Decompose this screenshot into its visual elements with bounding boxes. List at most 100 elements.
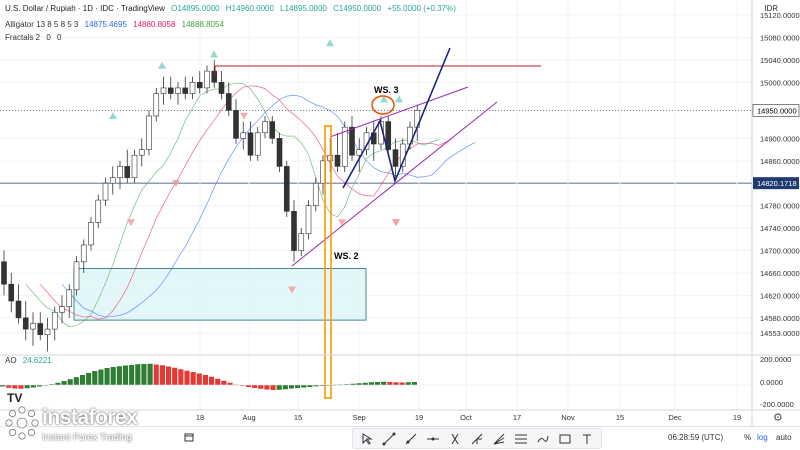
timezone-clock[interactable]: 06:28:59 (UTC) [668,433,724,442]
time-tick-label: Oct [460,413,473,422]
candle-body [189,82,196,94]
price-tick-label: 14700.0000 [760,247,800,256]
candle-body [175,87,181,94]
fib-retracement-icon[interactable] [511,431,531,447]
ao-bar [405,382,411,385]
candle-body [22,317,29,330]
support-box-rect [73,268,367,321]
ao-bar [55,382,61,385]
ao-bar [209,376,215,385]
pitchfork-icon[interactable] [467,431,487,447]
price-tick-label: 15040.0000 [760,56,800,65]
tradingview-logo-icon[interactable]: TV [7,391,23,405]
fractal-up-marker [326,39,334,47]
ao-bar [319,385,325,386]
ao-bar [264,385,270,390]
candle-body [80,244,87,263]
candle-body [254,132,261,156]
currency-label[interactable]: IDR [764,4,778,13]
ao-bar [344,384,350,385]
fractals-label: Fractals 2 [5,33,41,42]
last-price-tag [752,104,800,117]
instaforex-logo-icon [5,406,39,440]
ao-bar [368,382,374,385]
time-tick-label: 19 [415,413,423,422]
ao-bar [6,385,12,388]
fan-icon[interactable] [489,431,509,447]
horizontal-line-icon[interactable] [423,431,443,447]
ao-bar [196,373,202,385]
wave-path [342,47,451,189]
ao-bar [215,378,221,385]
candle-body [1,261,7,285]
candle-body [44,328,51,335]
ao-bar [73,377,79,385]
candle-body [109,177,116,184]
symbol-title[interactable]: U.S. Dollar / Rupiah · 1D · IDC · Tradin… [5,4,165,13]
candle-body [102,182,109,201]
candle-body [298,233,305,251]
price-axis[interactable]: 15120.000015080.000015040.000015000.0000… [0,0,800,426]
candle-body [66,289,73,307]
candle-body [196,82,203,89]
ao-bar [307,385,313,387]
ao-legend[interactable]: AO 24.6221 [5,356,56,365]
ao-bar [165,366,172,385]
fractals-legend[interactable]: Fractals 2 0 0 [5,33,66,42]
support-box [73,268,367,321]
price-legend: U.S. Dollar / Rupiah · 1D · IDC · Tradin… [5,4,460,13]
price-tick-label: 15120.0000 [760,11,800,20]
trend-line-icon[interactable] [379,431,399,447]
alligator-legend[interactable]: Alligator 13 8 5 8 5 3 14875.4695 14880.… [5,20,228,29]
candle-body [218,82,225,94]
cursor-icon[interactable] [357,431,377,447]
price-tick-label: 14553.0000 [760,329,800,338]
ray-icon[interactable] [401,431,421,447]
fractals-value-2: 0 [57,33,62,42]
ao-bar [18,385,24,389]
candle-body [30,323,36,330]
ao-bar [92,371,98,385]
low-value: L14895.0000 [280,4,327,13]
ao-bar [24,385,30,389]
auto-toggle[interactable]: auto [776,433,792,442]
ao-bar [239,385,245,386]
ao-bar [79,375,86,385]
time-axis[interactable]: 18 Aug 15 Sep 19 Oct 17 Nov 15 Dec 19 [196,413,741,422]
ao-bar [252,385,258,388]
candle-body [146,115,152,150]
ao-bar [227,382,233,385]
candle-body [51,311,58,330]
ao-bar [295,385,301,388]
close-value: C14950.0000 [333,4,382,13]
price-tick-label: 14740.0000 [760,224,800,233]
log-toggle[interactable]: log [757,433,768,442]
gear-icon[interactable]: ⚙ [773,412,783,424]
range-all-button[interactable]: All [160,433,169,442]
candle-body [262,121,268,134]
candle-body [276,138,283,167]
cross-line-icon[interactable] [445,431,465,447]
ao-bar [411,382,417,385]
candle-body [204,70,210,89]
rectangle-icon[interactable] [555,431,575,447]
ao-bar [190,372,196,385]
ws2-label: WS. 2 [334,251,359,261]
watermark-subtitle: Instant Forex Trading [42,432,132,443]
ws3-label: WS. 3 [374,85,399,95]
drawings[interactable]: WS. 3 WS. 2 [214,47,541,399]
alligator-label: Alligator 13 8 5 8 5 3 [5,20,79,29]
alligator-jaw-value: 14875.4695 [84,20,127,29]
brush-icon[interactable] [533,431,553,447]
ao-bar [61,381,67,385]
ao-bar [104,368,110,385]
fractal-markers [109,39,403,294]
percent-toggle[interactable]: % [744,433,752,442]
time-tick-label: Dec [668,413,682,422]
ao-bar [184,370,190,385]
text-icon[interactable] [577,431,597,447]
highlight-bar [324,125,332,399]
calendar-icon[interactable] [184,432,194,442]
watermark-brand: instaforex [42,406,138,429]
